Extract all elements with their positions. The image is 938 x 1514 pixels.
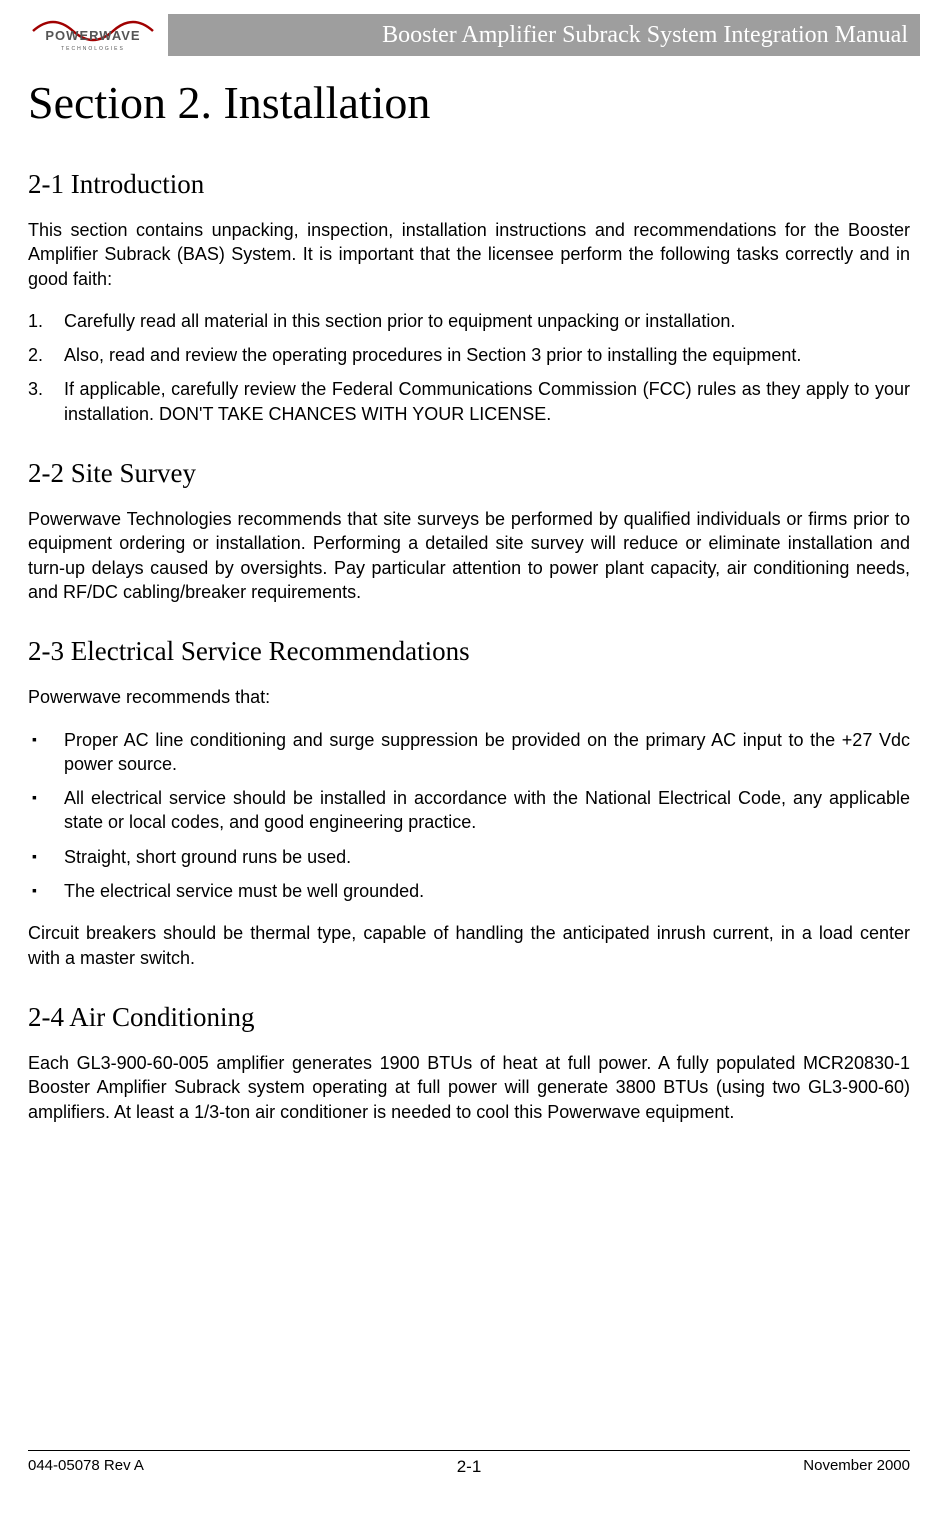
heading-2-1: 2-1 Introduction: [28, 169, 910, 200]
list-item: Proper AC line conditioning and surge su…: [28, 728, 910, 777]
list-2-3: Proper AC line conditioning and surge su…: [28, 728, 910, 904]
heading-2-3: 2-3 Electrical Service Recommendations: [28, 636, 910, 667]
intro-2-3: Powerwave recommends that:: [28, 685, 910, 709]
list-2-1: Carefully read all material in this sect…: [28, 309, 910, 426]
list-item: Also, read and review the operating proc…: [28, 343, 910, 367]
list-item: Carefully read all material in this sect…: [28, 309, 910, 333]
page-footer: 044-05078 Rev A 2-1 November 2000: [28, 1450, 910, 1474]
list-item: The electrical service must be well grou…: [28, 879, 910, 903]
page-content: Section 2. Installation 2-1 Introduction…: [0, 76, 938, 1124]
heading-2-2: 2-2 Site Survey: [28, 458, 910, 489]
text-2-2: Powerwave Technologies recommends that s…: [28, 507, 910, 604]
svg-text:POWERWAVE: POWERWAVE: [45, 28, 140, 43]
heading-2-4: 2-4 Air Conditioning: [28, 1002, 910, 1033]
document-title: Booster Amplifier Subrack System Integra…: [382, 22, 908, 49]
outro-2-3: Circuit breakers should be thermal type,…: [28, 921, 910, 970]
svg-text:TECHNOLOGIES: TECHNOLOGIES: [61, 46, 125, 52]
header-bar: POWERWAVE TECHNOLOGIES Booster Amplifier…: [18, 14, 920, 56]
title-bar: Booster Amplifier Subrack System Integra…: [168, 14, 920, 56]
list-item: All electrical service should be install…: [28, 786, 910, 835]
list-item: If applicable, carefully review the Fede…: [28, 377, 910, 426]
intro-2-1: This section contains unpacking, inspect…: [28, 218, 910, 291]
logo-box: POWERWAVE TECHNOLOGIES: [18, 14, 168, 56]
list-item: Straight, short ground runs be used.: [28, 845, 910, 869]
section-title: Section 2. Installation: [28, 76, 910, 129]
powerwave-logo-icon: POWERWAVE TECHNOLOGIES: [28, 17, 158, 53]
footer-center: 2-1: [28, 1457, 910, 1477]
text-2-4: Each GL3-900-60-005 amplifier generates …: [28, 1051, 910, 1124]
